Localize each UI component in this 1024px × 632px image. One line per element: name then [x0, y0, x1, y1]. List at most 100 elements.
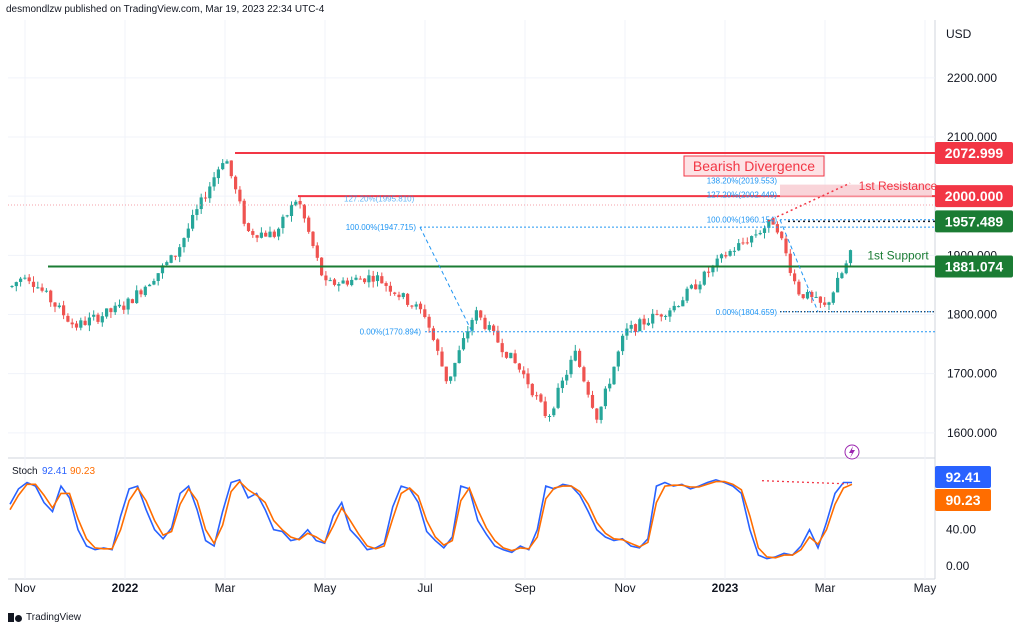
candle-up — [92, 314, 96, 317]
candle-down — [229, 160, 233, 177]
candle-up — [216, 169, 220, 179]
candle-down — [530, 383, 534, 396]
candle-down — [788, 253, 792, 273]
candle-down — [53, 302, 57, 307]
candle-up — [711, 265, 715, 273]
candle-down — [311, 231, 315, 246]
candle-up — [113, 305, 117, 313]
candle-up — [337, 284, 341, 286]
candle-down — [272, 231, 276, 237]
candle-down — [70, 322, 74, 325]
fib-trend-line — [779, 219, 819, 312]
price-tick-label: 1800.000 — [947, 308, 997, 322]
candle-up — [354, 277, 358, 280]
time-tick-label: May — [914, 581, 937, 595]
stoch-tick-label: 40.00 — [946, 523, 976, 537]
candle-up — [44, 290, 48, 292]
candle-up — [57, 305, 61, 308]
candle-up — [414, 304, 418, 307]
candles-group — [10, 159, 853, 424]
time-tick-label: Sep — [514, 581, 536, 595]
candle-up — [758, 232, 762, 235]
candle-up — [191, 214, 195, 229]
candle-up — [621, 335, 625, 352]
candle-up — [182, 238, 186, 248]
candle-up — [646, 322, 650, 326]
candle-down — [642, 318, 646, 325]
fib-extension-zone — [780, 184, 932, 197]
candle-down — [40, 287, 44, 291]
candle-up — [840, 273, 844, 279]
candle-up — [668, 310, 672, 317]
candle-down — [775, 224, 779, 233]
candle-down — [440, 351, 444, 367]
candle-up — [685, 288, 689, 301]
candle-up — [805, 291, 810, 299]
candle-down — [62, 305, 66, 316]
support-price-tag — [935, 255, 1013, 278]
candle-up — [328, 280, 332, 282]
candle-down — [49, 290, 53, 303]
candle-up — [195, 209, 199, 215]
time-tick-label: Jul — [417, 581, 432, 595]
publisher-header: desmondlzw published on TradingView.com,… — [6, 4, 325, 15]
resistance-label: 1st Resistance — [859, 179, 938, 193]
candle-up — [87, 317, 91, 326]
candle-down — [823, 302, 827, 305]
candle-up — [367, 275, 371, 283]
candle-up — [105, 308, 109, 317]
candle-up — [14, 282, 18, 287]
candle-up — [676, 306, 681, 308]
candle-up — [608, 383, 612, 389]
candle-up — [651, 313, 655, 324]
candle-up — [552, 408, 556, 416]
resistance-price-tag — [935, 185, 1013, 208]
candle-up — [715, 258, 719, 266]
candle-up — [208, 186, 212, 199]
candle-down — [578, 350, 582, 367]
tradingview-logo-icon — [8, 613, 22, 622]
candle-down — [818, 296, 822, 303]
candle-up — [199, 197, 203, 210]
candle-down — [633, 324, 638, 332]
stoch-legend-k: 92.41 — [42, 466, 67, 477]
price-tick-label: 2200.000 — [947, 71, 997, 85]
candle-up — [565, 374, 569, 381]
price-divergence-line — [767, 182, 851, 222]
candle-down — [444, 366, 448, 382]
candle-up — [277, 228, 281, 237]
candle-down — [483, 317, 487, 329]
candle-down — [418, 303, 423, 310]
stoch-divergence-line — [761, 480, 849, 485]
candle-up — [732, 250, 736, 252]
bearish-divergence-box — [683, 155, 825, 177]
stoch-d-tag — [935, 489, 991, 511]
candle-up — [750, 236, 754, 243]
candle-down — [251, 231, 255, 235]
candle-down — [139, 290, 143, 295]
candle-down — [479, 310, 483, 318]
tradingview-logo[interactable]: TradingView — [8, 612, 81, 623]
candle-up — [375, 275, 380, 282]
stoch-d-tag-label: 90.23 — [945, 492, 980, 508]
candle-down — [264, 232, 268, 237]
candle-down — [384, 283, 388, 286]
candle-down — [393, 292, 397, 294]
candle-up — [681, 300, 685, 307]
candle-up — [556, 387, 560, 408]
candle-up — [836, 277, 840, 293]
axes-layer: USD2200.0002100.0001900.0001800.0001700.… — [14, 27, 1013, 595]
candle-down — [655, 313, 659, 315]
candle-down — [513, 353, 517, 364]
candle-down — [122, 305, 126, 310]
stoch-d-line — [9, 480, 853, 559]
candle-down — [526, 373, 530, 385]
candle-down — [315, 245, 319, 258]
time-tick-label: Nov — [14, 581, 35, 595]
candle-down — [793, 273, 797, 282]
candle-down — [397, 294, 401, 298]
candle-down — [780, 231, 784, 239]
candle-down — [324, 275, 328, 281]
candle-down — [242, 200, 246, 224]
